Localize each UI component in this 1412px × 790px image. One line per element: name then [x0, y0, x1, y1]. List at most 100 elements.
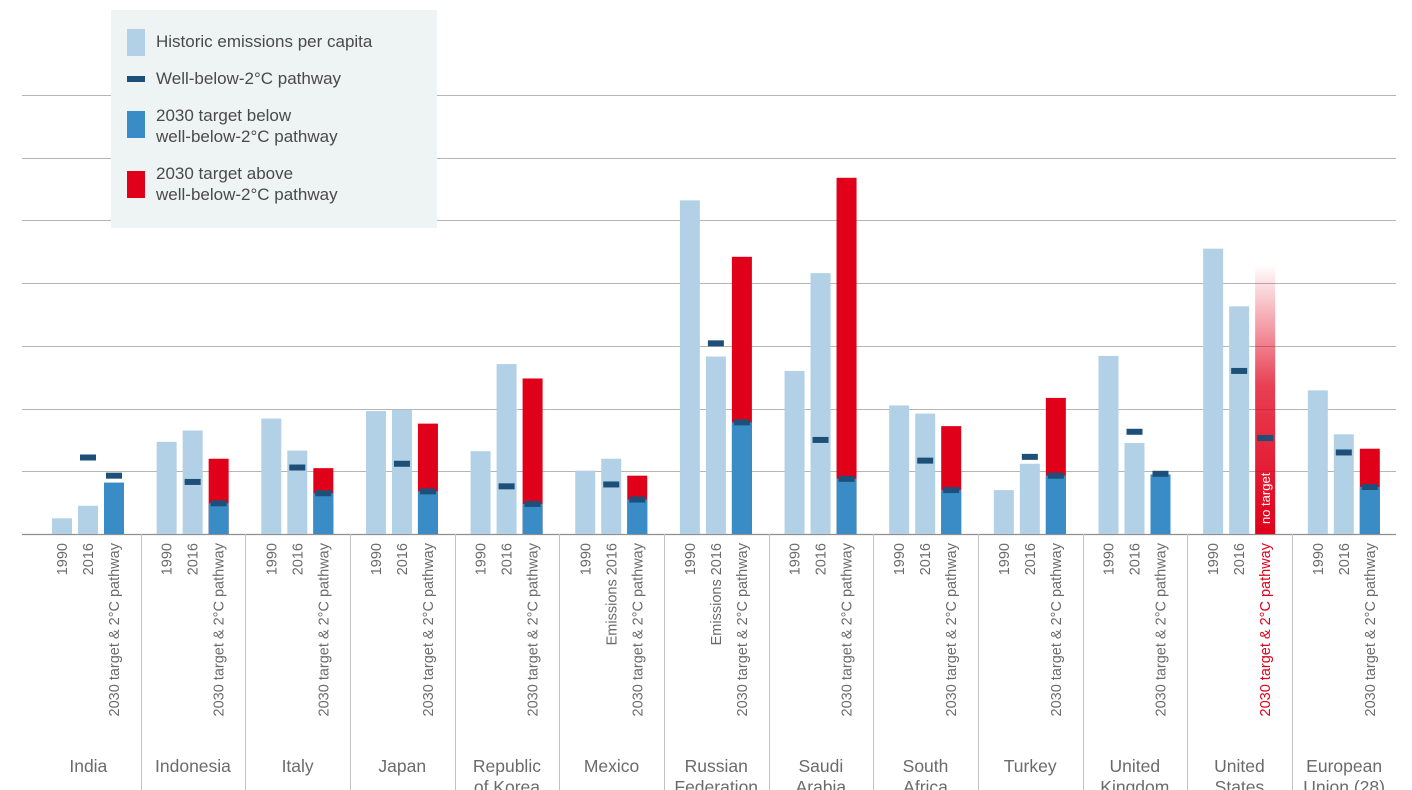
- tick-label: 2016: [814, 543, 830, 575]
- tick-label: Emissions 2016: [709, 543, 725, 645]
- bar-historic: [1203, 248, 1224, 534]
- pathway-marker: [917, 457, 934, 464]
- bar-historic: [470, 451, 491, 534]
- bar-historic: [287, 450, 308, 534]
- tick-label: 1990: [264, 543, 280, 575]
- group-label: Republic: [473, 756, 541, 776]
- group-label: Africa: [903, 777, 948, 790]
- bar-target-below: [104, 482, 124, 534]
- group-label: Italy: [282, 756, 314, 776]
- bar-historic: [78, 505, 98, 534]
- tick-label: 2030 target & 2°C pathway: [212, 542, 228, 716]
- group-label: Russian: [685, 756, 748, 776]
- tick-label: 2030 target & 2°C pathway: [1363, 542, 1379, 716]
- tick-label: 2016: [1128, 543, 1144, 575]
- bar-target-below-portion: [627, 499, 648, 534]
- group-label: Japan: [378, 756, 426, 776]
- bar-historic: [601, 458, 622, 534]
- group-label: Union (28): [1303, 777, 1385, 790]
- pathway-marker: [419, 488, 436, 495]
- group-label: of Korea: [474, 777, 540, 790]
- bar-historic: [889, 405, 910, 534]
- tick-label: 2030 target & 2°C pathway: [107, 542, 123, 716]
- tick-label: 2016: [290, 543, 306, 575]
- legend-label-target-above: 2030 target above well-below-2°C pathway: [156, 164, 338, 204]
- no-target-label: no target: [1258, 472, 1273, 524]
- bar-historic: [1019, 463, 1040, 534]
- tick-label: 1990: [892, 543, 908, 575]
- bar-historic: [784, 370, 805, 534]
- tick-label: 1990: [997, 543, 1013, 575]
- group-label: Mexico: [584, 756, 639, 776]
- pathway-marker: [943, 487, 960, 494]
- pathway-marker: [210, 500, 227, 507]
- bar-historic: [810, 273, 831, 534]
- pathway-marker: [1021, 453, 1038, 460]
- group-label: United: [1214, 756, 1265, 776]
- tick-label: 2030 target & 2°C pathway: [840, 542, 856, 716]
- group-label: Turkey: [1004, 756, 1057, 776]
- legend-swatch-target-above: [127, 171, 145, 198]
- group-label: India: [69, 756, 107, 776]
- tick-label: 2016: [1023, 543, 1039, 575]
- legend-label-pathway: Well-below-2°C pathway: [156, 69, 342, 88]
- tick-label: 1990: [788, 543, 804, 575]
- pathway-marker: [707, 340, 724, 347]
- bar-target-below-portion: [731, 422, 752, 534]
- bar-historic: [365, 411, 386, 534]
- legend-swatch-pathway: [127, 76, 145, 82]
- x-axis: 1990 2016 2030 target & 2°C pathway India 19…: [55, 534, 1385, 790]
- tick-label: 2016: [918, 543, 934, 575]
- pathway-marker: [80, 454, 96, 461]
- legend-swatch-target-below: [127, 111, 145, 138]
- bar-historic: [52, 518, 72, 534]
- bar-target-above: [836, 177, 857, 535]
- bar-historic: [915, 413, 936, 534]
- bar-target-below-portion: [522, 503, 543, 534]
- pathway-marker: [1047, 472, 1064, 479]
- tick-label: 1990: [1206, 543, 1222, 575]
- tick-label: 2030 target & 2°C pathway: [735, 542, 751, 716]
- pathway-marker: [315, 490, 332, 497]
- pathway-marker: [838, 475, 855, 482]
- group-label: Kingdom: [1100, 777, 1169, 790]
- bar-historic: [993, 490, 1014, 534]
- bar-historic: [391, 409, 412, 534]
- bar-historic: [1124, 443, 1145, 534]
- legend-swatch-historic: [127, 29, 145, 56]
- group-label: Saudi: [798, 756, 843, 776]
- bar-target-below-portion: [1359, 486, 1380, 534]
- tick-label: 2030 target & 2°C pathway: [1049, 542, 1065, 716]
- pathway-marker: [106, 472, 122, 479]
- bar-historic: [679, 200, 700, 535]
- legend: Historic emissions per capita Well-below…: [111, 10, 437, 228]
- bar-target-below-portion: [417, 491, 438, 534]
- pathway-marker: [524, 500, 541, 507]
- tick-label: 2016: [186, 543, 202, 575]
- tick-label: 2030 target & 2°C pathway: [630, 542, 646, 716]
- pathway-marker: [498, 483, 515, 490]
- tick-label: 1990: [369, 543, 385, 575]
- group-label: South: [903, 756, 949, 776]
- bar-target-below-portion: [1045, 475, 1066, 534]
- tick-label: 1990: [474, 543, 490, 575]
- bar-target-below-portion: [941, 490, 962, 534]
- tick-label: 2030 target & 2°C pathway: [421, 542, 437, 716]
- bar-historic: [261, 418, 282, 534]
- bar-historic: [1098, 355, 1119, 534]
- tick-label: 2016: [1337, 543, 1353, 575]
- pathway-marker: [603, 481, 620, 488]
- tick-label: 1990: [1102, 543, 1118, 575]
- bar-target-below-portion: [208, 503, 229, 534]
- bar-historic: [705, 356, 726, 534]
- pathway-marker: [812, 436, 829, 443]
- tick-label: 2016: [500, 543, 516, 575]
- legend-label-historic: Historic emissions per capita: [156, 32, 373, 51]
- group-label: United: [1110, 756, 1161, 776]
- bar-historic: [575, 470, 596, 534]
- tick-label: 2030 target & 2°C pathway: [316, 542, 332, 716]
- bar-historic: [1307, 390, 1328, 534]
- bar-target-below-portion: [313, 493, 334, 534]
- tick-label: 2016: [395, 543, 411, 575]
